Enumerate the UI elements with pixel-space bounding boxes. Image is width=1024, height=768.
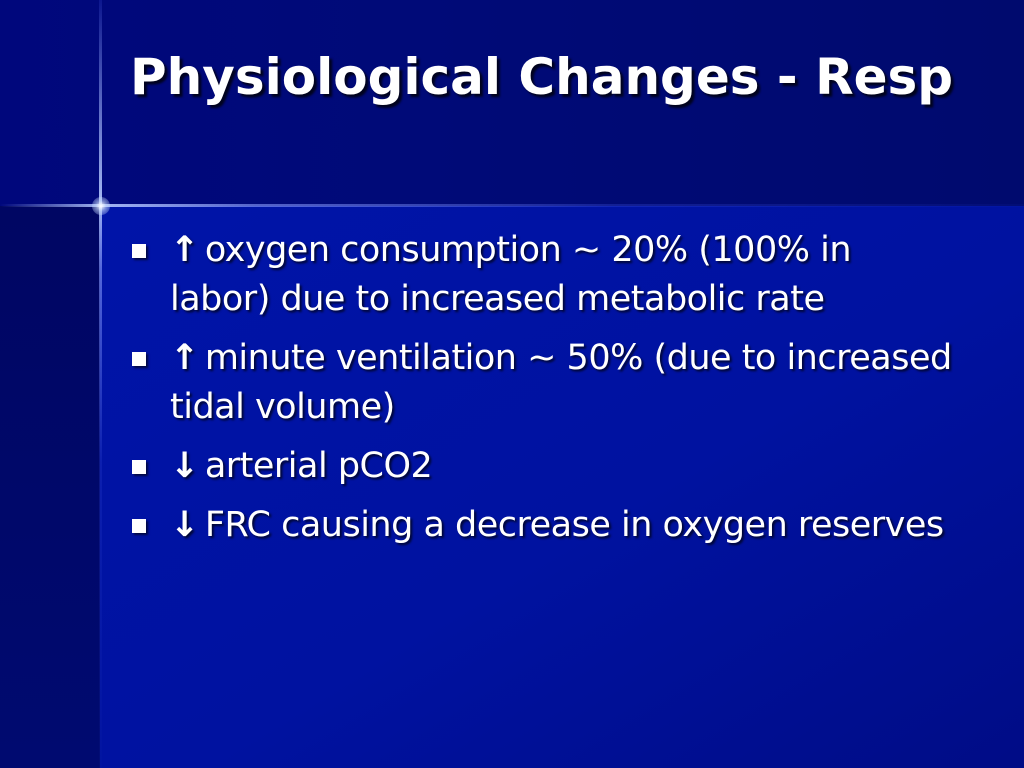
square-bullet-icon <box>132 519 146 533</box>
bullet-item: ↑ oxygen consumption ~ 20% (100% in labor… <box>130 226 960 324</box>
bullet-item: ↓ FRC causing a decrease in oxygen reserv… <box>130 501 960 550</box>
bullet-text: minute ventilation ~ 50% (due to increas… <box>170 338 952 427</box>
up-arrow-icon: ↑ <box>170 230 199 270</box>
square-bullet-icon <box>132 352 146 366</box>
bullet-text: arterial pCO2 <box>204 446 433 486</box>
light-flare-icon <box>92 197 110 215</box>
slide-title: Physiological Changes - Resp <box>130 48 954 106</box>
body-background-area <box>100 206 1024 768</box>
bullet-item: ↑ minute ventilation ~ 50% (due to increa… <box>130 334 960 432</box>
down-arrow-icon: ↓ <box>170 446 199 486</box>
bullet-text: oxygen consumption ~ 20% (100% in labor)… <box>170 230 852 319</box>
bullet-item: ↓ arterial pCO2 <box>130 442 960 491</box>
bullet-list: ↑ oxygen consumption ~ 20% (100% in labor… <box>130 226 960 560</box>
down-arrow-icon: ↓ <box>170 505 199 545</box>
title-background-band <box>0 0 1024 206</box>
bullet-text: FRC causing a decrease in oxygen reserve… <box>204 505 944 545</box>
square-bullet-icon <box>132 460 146 474</box>
square-bullet-icon <box>132 244 146 258</box>
horizontal-rule-line <box>0 204 1024 207</box>
vertical-rule-line <box>99 0 102 768</box>
up-arrow-icon: ↑ <box>170 338 199 378</box>
